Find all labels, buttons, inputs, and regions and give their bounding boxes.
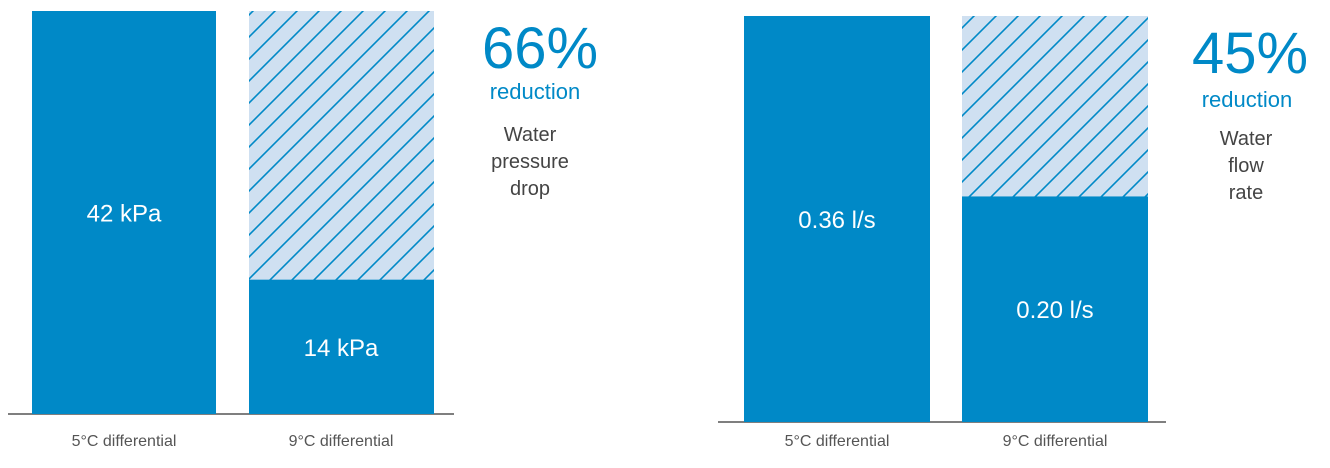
metric-label-line: rate [1229, 182, 1263, 204]
bar-9c-differential [962, 196, 1148, 422]
bar-value-label: 42 kPa [87, 201, 162, 228]
metric-label-line: drop [510, 178, 550, 200]
bar-9c-differential [249, 279, 434, 414]
metric-label-line: flow [1228, 155, 1264, 177]
reduction-label: reduction [490, 79, 581, 104]
reduction-label: reduction [1202, 87, 1293, 112]
bar-5c-differential [32, 11, 216, 414]
bar-value-label: 0.36 l/s [798, 207, 875, 234]
bar-value-label: 14 kPa [304, 335, 379, 362]
reduction-percent: 45% [1192, 21, 1308, 86]
category-label: 5°C differential [72, 433, 177, 450]
category-label: 9°C differential [289, 433, 394, 450]
panel-flow-rate: 0.36 l/s 0.20 l/s 5°C differential 9°C d… [718, 16, 1308, 450]
bar-value-label: 0.20 l/s [1016, 297, 1093, 324]
panel-pressure-drop: 42 kPa 14 kPa 5°C differential 9°C diffe… [8, 11, 598, 450]
metric-label-line: Water [1220, 128, 1273, 150]
category-label: 9°C differential [1003, 433, 1108, 450]
metric-label-line: pressure [491, 151, 569, 173]
bar-5c-differential [744, 16, 930, 422]
metric-label-line: Water [504, 124, 557, 146]
reduction-percent: 66% [482, 16, 598, 81]
category-label: 5°C differential [785, 433, 890, 450]
